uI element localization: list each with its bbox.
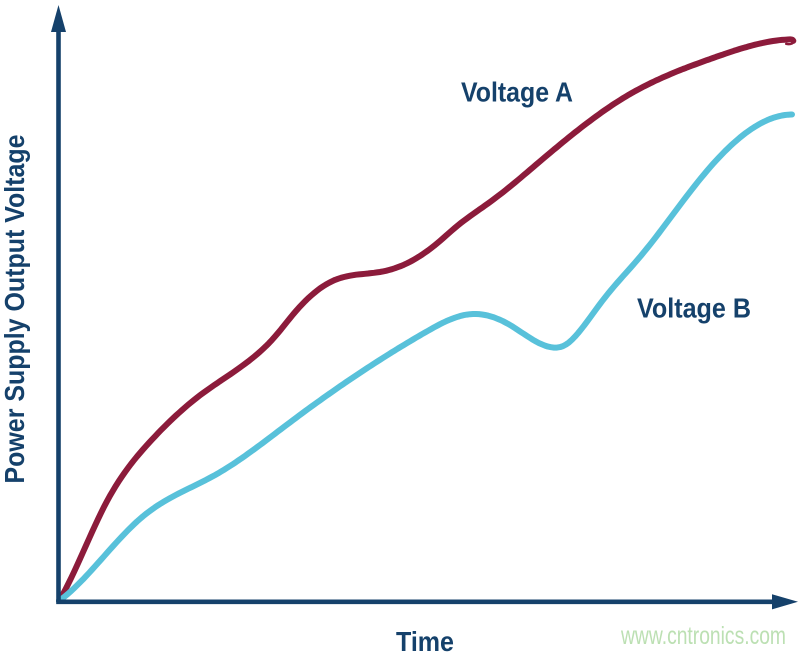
svg-text:www.cntronics.com: www.cntronics.com: [620, 622, 786, 650]
svg-text:Voltage A: Voltage A: [461, 77, 573, 108]
svg-text:Time: Time: [396, 626, 454, 653]
svg-text:Voltage B: Voltage B: [637, 293, 751, 324]
svg-text:Power Supply Output Voltage: Power Supply Output Voltage: [0, 135, 30, 484]
